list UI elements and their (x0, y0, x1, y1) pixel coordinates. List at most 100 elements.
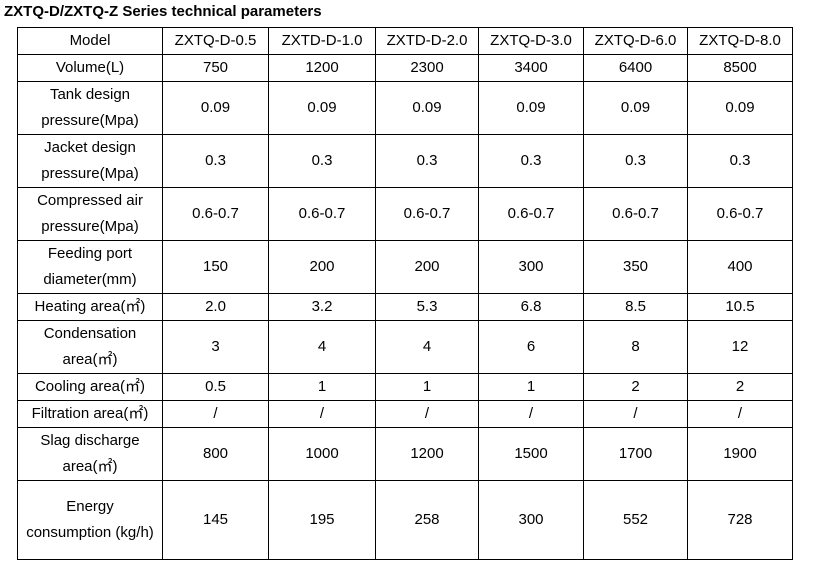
cell: 6400 (583, 54, 688, 82)
cell: 1500 (478, 427, 584, 481)
cell: 6 (478, 320, 584, 374)
row-header: Tank design pressure(Mpa) (17, 81, 163, 135)
cell: 0.5 (162, 373, 269, 401)
cell: / (583, 400, 688, 428)
cell: 728 (687, 480, 793, 560)
cell: 12 (687, 320, 793, 374)
cell: 1200 (375, 427, 479, 481)
cell: 0.09 (162, 81, 269, 135)
cell: 5.3 (375, 293, 479, 321)
table-row: Compressed air pressure(Mpa) 0.6-0.7 0.6-0… (17, 187, 793, 241)
cell: 2 (687, 373, 793, 401)
cell: 0.3 (268, 134, 376, 188)
cell: 4 (268, 320, 376, 374)
cell: 1000 (268, 427, 376, 481)
spec-table: Model ZXTQ-D-0.5 ZXTD-D-1.0 ZXTD-D-2.0 ZXTQ-… (17, 27, 793, 560)
row-header: Model (17, 27, 163, 55)
cell: 0.09 (375, 81, 479, 135)
row-header: Jacket design pressure(Mpa) (17, 134, 163, 188)
cell: 8 (583, 320, 688, 374)
table-row: Filtration area(㎡) / / / / / / (17, 400, 793, 428)
cell: / (268, 400, 376, 428)
cell: 0.09 (478, 81, 584, 135)
row-header: Heating area(㎡) (17, 293, 163, 321)
cell: 1 (375, 373, 479, 401)
cell: 1 (268, 373, 376, 401)
row-header: Slag discharge area(㎡) (17, 427, 163, 481)
cell: 0.09 (583, 81, 688, 135)
cell: 750 (162, 54, 269, 82)
table-row: Condensation area(㎡) 3 4 4 6 8 12 (17, 320, 793, 374)
cell: 0.3 (687, 134, 793, 188)
table-row: Tank design pressure(Mpa) 0.09 0.09 0.09 0.0… (17, 81, 793, 135)
row-header: Cooling area(㎡) (17, 373, 163, 401)
column-header: ZXTD-D-1.0 (268, 27, 376, 55)
table-row: Feeding port diameter(mm) 150 200 200 300 350… (17, 240, 793, 294)
cell: 0.6-0.7 (162, 187, 269, 241)
cell: 150 (162, 240, 269, 294)
row-header: Volume(L) (17, 54, 163, 82)
cell: 300 (478, 480, 584, 560)
cell: 300 (478, 240, 584, 294)
cell: / (162, 400, 269, 428)
cell: 8.5 (583, 293, 688, 321)
cell: 0.3 (375, 134, 479, 188)
cell: 0.6-0.7 (375, 187, 479, 241)
cell: 0.6-0.7 (478, 187, 584, 241)
cell: 1700 (583, 427, 688, 481)
cell: 1 (478, 373, 584, 401)
column-header: ZXTQ-D-8.0 (687, 27, 793, 55)
table-row: Slag discharge area(㎡) 800 1000 1200 1500 170… (17, 427, 793, 481)
cell: 3 (162, 320, 269, 374)
cell: 0.3 (583, 134, 688, 188)
table-row: Cooling area(㎡) 0.5 1 1 1 2 2 (17, 373, 793, 401)
cell: 3400 (478, 54, 584, 82)
row-header: Compressed air pressure(Mpa) (17, 187, 163, 241)
cell: 2300 (375, 54, 479, 82)
cell: 200 (268, 240, 376, 294)
cell: 0.3 (162, 134, 269, 188)
column-header: ZXTQ-D-0.5 (162, 27, 269, 55)
cell: 4 (375, 320, 479, 374)
cell: 800 (162, 427, 269, 481)
cell: / (375, 400, 479, 428)
table-row: Jacket design pressure(Mpa) 0.3 0.3 0.3 0.3 0… (17, 134, 793, 188)
column-header: ZXTQ-D-3.0 (478, 27, 584, 55)
table-row: Energy consumption (kg/h) 145 195 258 300 552… (17, 480, 793, 560)
cell: 0.3 (478, 134, 584, 188)
table-row: Model ZXTQ-D-0.5 ZXTD-D-1.0 ZXTD-D-2.0 ZXTQ-… (17, 27, 793, 55)
cell: 0.09 (687, 81, 793, 135)
cell: 6.8 (478, 293, 584, 321)
cell: / (478, 400, 584, 428)
cell: 2.0 (162, 293, 269, 321)
cell: 3.2 (268, 293, 376, 321)
row-header: Filtration area(㎡) (17, 400, 163, 428)
cell: 200 (375, 240, 479, 294)
cell: 0.6-0.7 (687, 187, 793, 241)
cell: 0.6-0.7 (268, 187, 376, 241)
cell: 10.5 (687, 293, 793, 321)
cell: 8500 (687, 54, 793, 82)
row-header: Condensation area(㎡) (17, 320, 163, 374)
cell: 552 (583, 480, 688, 560)
cell: 0.09 (268, 81, 376, 135)
table-row: Volume(L) 750 1200 2300 3400 6400 8500 (17, 54, 793, 82)
cell: 2 (583, 373, 688, 401)
cell: 1200 (268, 54, 376, 82)
cell: 145 (162, 480, 269, 560)
cell: / (687, 400, 793, 428)
cell: 350 (583, 240, 688, 294)
cell: 258 (375, 480, 479, 560)
table-body: Model ZXTQ-D-0.5 ZXTD-D-1.0 ZXTD-D-2.0 ZXTQ-… (17, 27, 793, 560)
column-header: ZXTD-D-2.0 (375, 27, 479, 55)
cell: 0.6-0.7 (583, 187, 688, 241)
row-header: Feeding port diameter(mm) (17, 240, 163, 294)
row-header: Energy consumption (kg/h) (17, 480, 163, 560)
cell: 400 (687, 240, 793, 294)
table-row: Heating area(㎡) 2.0 3.2 5.3 6.8 8.5 10.5 (17, 293, 793, 321)
table-title: ZXTQ-D/ZXTQ-Z Series technical parameter… (4, 3, 322, 20)
cell: 1900 (687, 427, 793, 481)
cell: 195 (268, 480, 376, 560)
column-header: ZXTQ-D-6.0 (583, 27, 688, 55)
